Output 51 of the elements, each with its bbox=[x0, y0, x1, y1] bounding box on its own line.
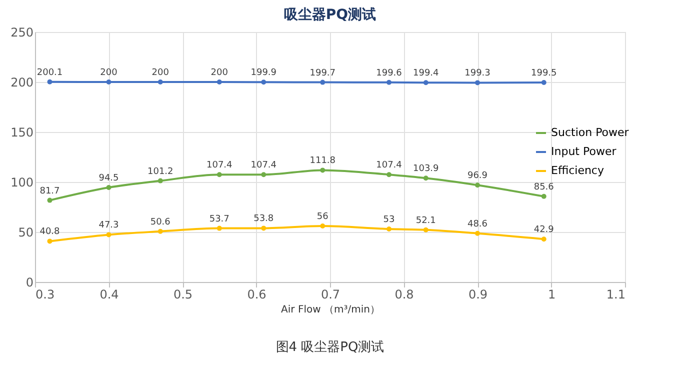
x-tick-label: 0.5 bbox=[173, 288, 193, 302]
x-tick-label: 1.1 bbox=[606, 288, 626, 302]
y-tick-label: 0 bbox=[26, 276, 34, 290]
data-label: 200.1 bbox=[36, 68, 63, 78]
data-label: 53.8 bbox=[254, 214, 274, 224]
data-label: 40.8 bbox=[40, 227, 60, 238]
data-label: 107.4 bbox=[376, 160, 402, 171]
data-label: 103.9 bbox=[412, 164, 440, 174]
data-label: 107.4 bbox=[206, 160, 233, 171]
data-label: 96.9 bbox=[467, 171, 488, 182]
data-label: 85.6 bbox=[534, 182, 554, 192]
x-axis-title: Air Flow （m³/min） bbox=[281, 304, 380, 316]
data-label: 111.8 bbox=[310, 156, 336, 166]
data-label: 56 bbox=[316, 212, 329, 222]
legend-label: Suction Power bbox=[551, 126, 630, 139]
caption: 图4 吸尘器PQ测试 bbox=[276, 340, 384, 355]
data-label: 48.6 bbox=[467, 219, 488, 230]
data-label: 200 bbox=[152, 68, 170, 78]
data-label: 199.9 bbox=[250, 68, 277, 78]
data-label: 81.7 bbox=[40, 186, 60, 196]
data-label: 199.7 bbox=[310, 68, 336, 78]
x-tick-label: 0.8 bbox=[394, 288, 414, 302]
y-tick-label: 200 bbox=[10, 76, 34, 90]
data-label: 199.4 bbox=[412, 68, 440, 79]
data-label: 47.3 bbox=[98, 220, 119, 231]
x-tick-label: 0.4 bbox=[100, 288, 119, 302]
data-label: 199.5 bbox=[530, 68, 557, 78]
data-label: 42.9 bbox=[534, 225, 554, 236]
data-label: 101.2 bbox=[147, 166, 174, 177]
data-label: 50.6 bbox=[150, 217, 171, 228]
x-tick-label: 0.6 bbox=[247, 288, 266, 302]
x-tick-label: 1 bbox=[548, 288, 556, 302]
legend-label: Input Power bbox=[551, 145, 617, 158]
data-label: 94.5 bbox=[98, 174, 119, 184]
y-tick-label: 100 bbox=[10, 176, 34, 190]
legend-label: Efficiency bbox=[551, 164, 604, 177]
chart-title: 吸尘器PQ测试 bbox=[284, 7, 376, 23]
y-tick-label: 150 bbox=[10, 126, 34, 140]
data-label: 199.6 bbox=[376, 68, 402, 78]
x-tick-label: 0.7 bbox=[320, 288, 340, 302]
data-label: 199.3 bbox=[464, 68, 490, 79]
data-label: 52.1 bbox=[416, 216, 436, 226]
data-label: 53 bbox=[383, 215, 395, 225]
x-tick-label: 0.3 bbox=[36, 288, 55, 302]
data-label: 107.4 bbox=[250, 160, 277, 171]
data-label: 200 bbox=[210, 68, 228, 78]
y-tick-label: 250 bbox=[10, 26, 34, 40]
y-tick-label: 50 bbox=[18, 226, 34, 240]
data-label: 200 bbox=[100, 68, 118, 78]
x-tick-label: 0.9 bbox=[468, 288, 488, 302]
data-label: 53.7 bbox=[209, 214, 230, 224]
